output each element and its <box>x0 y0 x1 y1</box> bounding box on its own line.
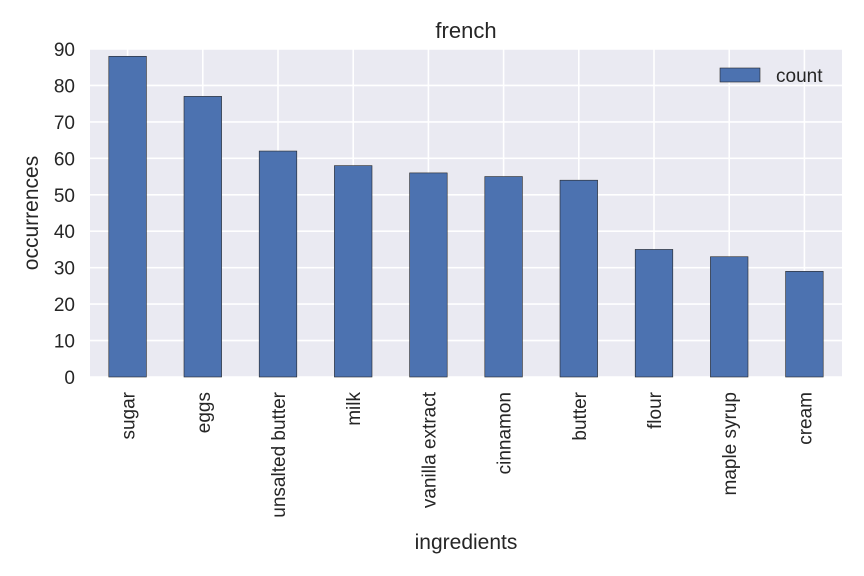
x-tick-label: cinnamon <box>495 392 516 474</box>
bar-eggs <box>183 96 222 378</box>
legend-label: count <box>776 66 823 87</box>
x-tick-label: cream <box>795 392 816 445</box>
bar-maple-syrup <box>710 256 749 378</box>
x-tick-label: milk <box>344 392 365 426</box>
y-tick-label: 30 <box>54 259 75 280</box>
y-tick-label: 60 <box>54 149 75 170</box>
y-tick-label: 80 <box>54 76 75 97</box>
x-axis-title: ingredients <box>415 531 518 554</box>
y-tick-label: 40 <box>54 222 75 243</box>
x-tick-label: eggs <box>194 392 215 433</box>
chart-title: french <box>435 18 496 43</box>
x-tick-label: flour <box>645 391 666 429</box>
x-tick-label: unsalted butter <box>269 391 290 517</box>
y-tick-label: 0 <box>64 368 75 389</box>
y-tick-label: 10 <box>54 332 75 353</box>
bar-cream <box>785 271 824 378</box>
x-tick-label: maple syrup <box>720 392 741 496</box>
y-tick-label: 50 <box>54 186 75 207</box>
y-axis-title: occurrences <box>20 156 43 270</box>
y-tick-label: 20 <box>54 295 75 316</box>
y-tick-label: 90 <box>54 40 75 61</box>
bar-milk <box>334 165 373 378</box>
bar-cinnamon <box>484 176 523 378</box>
bar-unsalted-butter <box>258 150 298 378</box>
bar-sugar <box>108 55 147 378</box>
x-axis-ticks: sugar eggs unsalted butter milk vanilla extr… <box>119 391 817 517</box>
y-axis-ticks: 0 10 20 30 40 50 60 70 80 90 <box>54 40 75 389</box>
x-tick-label: vanilla extract <box>419 391 440 508</box>
x-tick-label: butter <box>570 391 591 440</box>
bar-butter <box>559 179 598 378</box>
bar-flour <box>634 249 674 378</box>
bars <box>108 55 824 378</box>
legend: count <box>719 66 823 87</box>
x-tick-label: sugar <box>119 391 140 439</box>
bar-vanilla-extract <box>409 172 448 378</box>
legend-swatch <box>719 67 761 83</box>
y-tick-label: 70 <box>54 113 75 134</box>
